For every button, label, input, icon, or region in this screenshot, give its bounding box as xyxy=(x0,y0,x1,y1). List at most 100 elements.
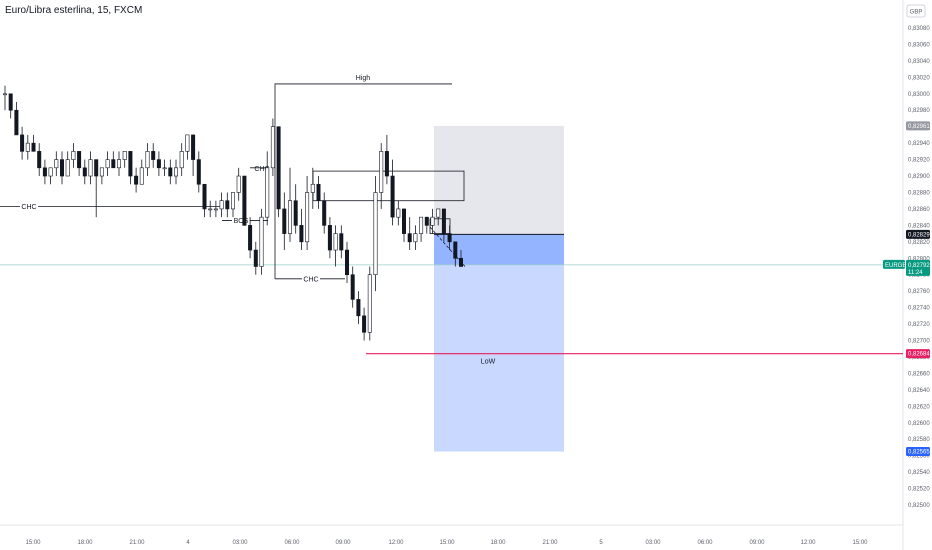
x-tick-label: 18:00 xyxy=(77,540,93,546)
candle-body xyxy=(174,167,179,177)
candle-body xyxy=(139,167,144,185)
candle-body xyxy=(401,208,406,234)
candle-body xyxy=(8,93,13,111)
x-tick-label: 5 xyxy=(599,540,603,546)
bos-bg xyxy=(232,215,250,225)
candle-body xyxy=(373,192,378,276)
y-tick-label: 0,82700 xyxy=(908,339,930,345)
x-tick-label: 06:00 xyxy=(284,540,300,546)
current-price-label: 0,82792 xyxy=(908,263,930,269)
candle-body xyxy=(213,208,218,211)
candle-body xyxy=(71,151,76,160)
candle-body xyxy=(31,142,36,152)
candle-body xyxy=(356,299,361,317)
candle-body xyxy=(424,216,429,226)
candle-body xyxy=(37,151,42,169)
candle-body xyxy=(105,159,110,169)
candle-body xyxy=(196,159,201,185)
candle-body xyxy=(299,225,304,243)
x-tick-label: 21:00 xyxy=(542,540,558,546)
low-label: LoW xyxy=(481,359,496,366)
candle-body xyxy=(99,167,104,177)
symbol-badge-bg xyxy=(883,259,905,269)
y-tick-label: 0,82760 xyxy=(908,289,930,295)
candle-body xyxy=(384,151,389,177)
candle-body xyxy=(293,200,298,226)
candle-body xyxy=(145,151,150,169)
chc-bottom-label: CHC xyxy=(303,276,318,283)
candle-body xyxy=(265,167,270,218)
candle-body xyxy=(316,183,321,202)
candle-body xyxy=(65,159,70,177)
x-tick-label: 03:00 xyxy=(232,540,248,546)
countdown-label: 11:24 xyxy=(908,270,923,276)
currency-box xyxy=(906,4,926,18)
y-tick-label: 0,83080 xyxy=(908,26,930,32)
candle-body xyxy=(168,167,173,177)
candle-body xyxy=(2,93,8,96)
candle-body xyxy=(413,233,418,243)
stop-loss-zone xyxy=(434,125,564,235)
stop-price-label-bg xyxy=(906,121,930,131)
candle-body xyxy=(54,159,59,169)
candle-body xyxy=(287,200,292,234)
candle-body xyxy=(248,225,253,251)
target-zone xyxy=(434,264,564,452)
candle-body xyxy=(419,216,424,234)
candle-body xyxy=(25,142,30,152)
symbol-badge: EURGBP xyxy=(885,263,910,269)
candle-body xyxy=(219,200,224,210)
current-price-badge-bg xyxy=(906,259,930,276)
high-line xyxy=(274,83,452,279)
candle-body xyxy=(208,208,213,211)
candle-body xyxy=(179,151,184,169)
x-tick-label: 09:00 xyxy=(749,540,765,546)
candle-body xyxy=(42,167,47,177)
y-tick-label: 0,83060 xyxy=(908,42,930,48)
y-tick-label: 0,82920 xyxy=(908,158,930,164)
candle-body xyxy=(156,159,161,169)
chc-left-bg xyxy=(20,201,38,211)
candle-body xyxy=(88,159,93,177)
candle-body xyxy=(310,183,315,193)
candle-body xyxy=(282,208,287,234)
candle-body xyxy=(59,159,64,177)
target-price-label: 0,82565 xyxy=(908,450,930,456)
y-tick-label: 0,83040 xyxy=(908,59,930,65)
candle-body xyxy=(77,151,82,169)
candle-body xyxy=(128,151,133,177)
candle-body xyxy=(339,233,344,251)
y-tick-label: 0,82520 xyxy=(908,487,930,493)
candle-body xyxy=(344,249,349,276)
x-tick-label: 21:00 xyxy=(129,540,145,546)
y-tick-label: 0,82900 xyxy=(908,174,930,180)
candle-body xyxy=(94,159,99,177)
y-tick-label: 0,83020 xyxy=(908,75,930,81)
y-tick-label: 0,82820 xyxy=(908,240,930,246)
candle-body xyxy=(430,216,435,226)
stop-price-label: 0,82961 xyxy=(908,124,930,130)
low-price-label-bg xyxy=(906,349,930,359)
y-tick-label: 0,83000 xyxy=(908,92,930,98)
y-tick-label: 0,82600 xyxy=(908,421,930,427)
x-tick-label: 4 xyxy=(186,540,190,546)
y-tick-label: 0,82880 xyxy=(908,190,930,196)
target-price-label-bg xyxy=(906,447,930,457)
chc-bottom-bg xyxy=(302,273,320,283)
x-tick-label: 03:00 xyxy=(645,540,661,546)
candle-body xyxy=(407,233,412,243)
currency-label: GBP xyxy=(910,10,923,16)
y-tick-label: 0,82720 xyxy=(908,322,930,328)
chc-mid-label: CHC xyxy=(254,166,269,173)
entry-price-label-bg xyxy=(906,229,930,239)
candle-body xyxy=(333,233,338,251)
y-tick-label: 0,82840 xyxy=(908,223,930,229)
candle-body xyxy=(117,159,122,169)
low-price-label: 0,82684 xyxy=(908,352,930,358)
candle-body xyxy=(111,159,116,169)
candle-body xyxy=(379,151,384,193)
candle-body xyxy=(453,241,458,259)
candle-body xyxy=(327,225,332,251)
x-tick-label: 15:00 xyxy=(25,540,41,546)
